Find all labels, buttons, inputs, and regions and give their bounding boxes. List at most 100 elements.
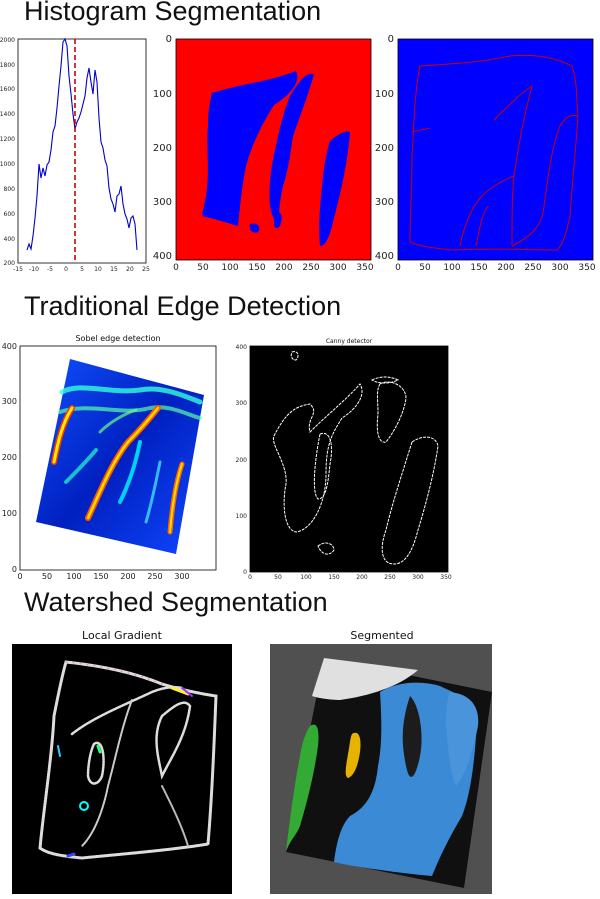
xtick: 150 [248, 263, 265, 273]
outline-outer [409, 54, 579, 251]
ytick: 300 [375, 197, 394, 208]
xtick: 350 [440, 574, 452, 581]
xtick: 150 [93, 572, 108, 581]
ytick: 200 [4, 260, 16, 267]
xtick: 15 [110, 266, 118, 273]
ytick: 300 [236, 400, 248, 407]
ytick: 200 [2, 453, 17, 462]
canny-edge-7 [317, 542, 335, 555]
histogram-xticks: -15 -10 -5 0 5 10 15 20 25 [13, 266, 150, 273]
outline-inner-1 [493, 84, 533, 247]
segment-white [312, 658, 418, 700]
xtick: 25 [142, 266, 150, 273]
canny-title: Canny detector [326, 338, 373, 345]
ytick: 100 [2, 509, 17, 518]
ytick: 600 [4, 211, 16, 218]
blue-region-right [319, 131, 350, 246]
canny-edge-5 [371, 376, 400, 384]
xtick: 250 [384, 574, 396, 581]
canny-plot: Canny detector 400 300 200 100 0 0 50 10… [236, 338, 452, 581]
xtick: 350 [356, 263, 373, 273]
ytick: 1200 [0, 136, 15, 143]
xtick: 250 [147, 572, 162, 581]
blue-region-small-2 [249, 223, 260, 233]
xtick: 50 [42, 572, 52, 581]
xtick: 150 [470, 263, 487, 273]
segmentation-plot-red-blue: 0 100 200 300 400 0 50 100 150 200 250 3… [153, 34, 374, 273]
segmentation-plot-outlines: 0 100 200 300 400 0 50 100 150 200 250 3… [375, 34, 596, 273]
ytick: 100 [236, 513, 248, 520]
segment-dark-band [402, 696, 422, 777]
edge-section-title: Traditional Edge Detection [24, 291, 342, 321]
ytick: 1400 [0, 111, 15, 118]
xtick: 100 [300, 574, 312, 581]
ytick: 100 [153, 89, 172, 100]
xtick: 200 [120, 572, 135, 581]
xtick: 100 [221, 263, 238, 273]
histogram-plot: 2000 1800 1600 1400 1200 1000 800 600 40… [0, 37, 150, 273]
xtick: 250 [524, 263, 541, 273]
xtick: 20 [126, 266, 134, 273]
outline-inner-3 [459, 175, 515, 247]
segment-green [286, 724, 319, 852]
ytick: 0 [243, 569, 247, 576]
outline-inner-2 [511, 114, 579, 247]
canny-edge-6 [290, 351, 299, 361]
canny-edge-3 [376, 381, 407, 443]
segmented-title: Segmented [350, 629, 413, 642]
gradient-curve-2 [81, 699, 133, 847]
blue-region-mid [269, 73, 314, 226]
xtick: 150 [328, 574, 340, 581]
segment-blue-main [334, 682, 477, 876]
xtick: 5 [80, 266, 84, 273]
histogram-section-title: Histogram Segmentation [24, 0, 322, 26]
gradient-curve-4 [86, 741, 105, 785]
ytick: 0 [388, 34, 394, 45]
ytick: 200 [375, 143, 394, 154]
sobel-plot: Sobel edge detection 400 300 200 100 0 0… [2, 334, 217, 581]
ytick: 0 [12, 565, 17, 574]
blue-region-small [273, 212, 282, 229]
xtick: 0 [64, 266, 68, 273]
gradient-title: Local Gradient [82, 629, 163, 642]
segmented-panel: Segmented [270, 629, 492, 894]
ytick: 100 [375, 89, 394, 100]
ytick: 400 [375, 251, 394, 262]
outline-inner-5 [411, 127, 431, 133]
xtick: 250 [302, 263, 319, 273]
ytick: 400 [236, 344, 248, 351]
xtick: 200 [275, 263, 292, 273]
xtick: -5 [47, 266, 53, 273]
segment-yellow [345, 732, 361, 778]
xtick: 200 [356, 574, 368, 581]
gradient-blob [79, 801, 89, 811]
ytick: 300 [2, 397, 17, 406]
xtick: 0 [248, 574, 252, 581]
xtick: 50 [197, 263, 209, 273]
xtick: -15 [13, 266, 23, 273]
gradient-curve-3 [155, 701, 192, 780]
canny-edge-4 [381, 436, 439, 565]
ytick: 1000 [0, 161, 15, 168]
xtick: -10 [29, 266, 39, 273]
xtick: 300 [551, 263, 568, 273]
sobel-title: Sobel edge detection [75, 334, 160, 343]
xtick: 0 [395, 263, 401, 273]
ytick: 400 [4, 236, 16, 243]
ytick: 400 [153, 251, 172, 262]
xtick: 350 [578, 263, 595, 273]
xtick: 0 [173, 263, 179, 273]
histogram-yticks: 2000 1800 1600 1400 1200 1000 800 600 40… [0, 37, 15, 267]
xtick: 100 [443, 263, 460, 273]
ytick: 200 [236, 457, 248, 464]
blue-region-left [202, 71, 298, 226]
xtick: 200 [497, 263, 514, 273]
ytick: 1800 [0, 62, 15, 69]
canny-edge-2 [313, 432, 333, 500]
outline-inner-4 [475, 205, 489, 247]
xtick: 100 [66, 572, 81, 581]
ytick: 1600 [0, 86, 15, 93]
ytick: 800 [4, 186, 16, 193]
xtick: 300 [174, 572, 189, 581]
xtick: 300 [412, 574, 424, 581]
